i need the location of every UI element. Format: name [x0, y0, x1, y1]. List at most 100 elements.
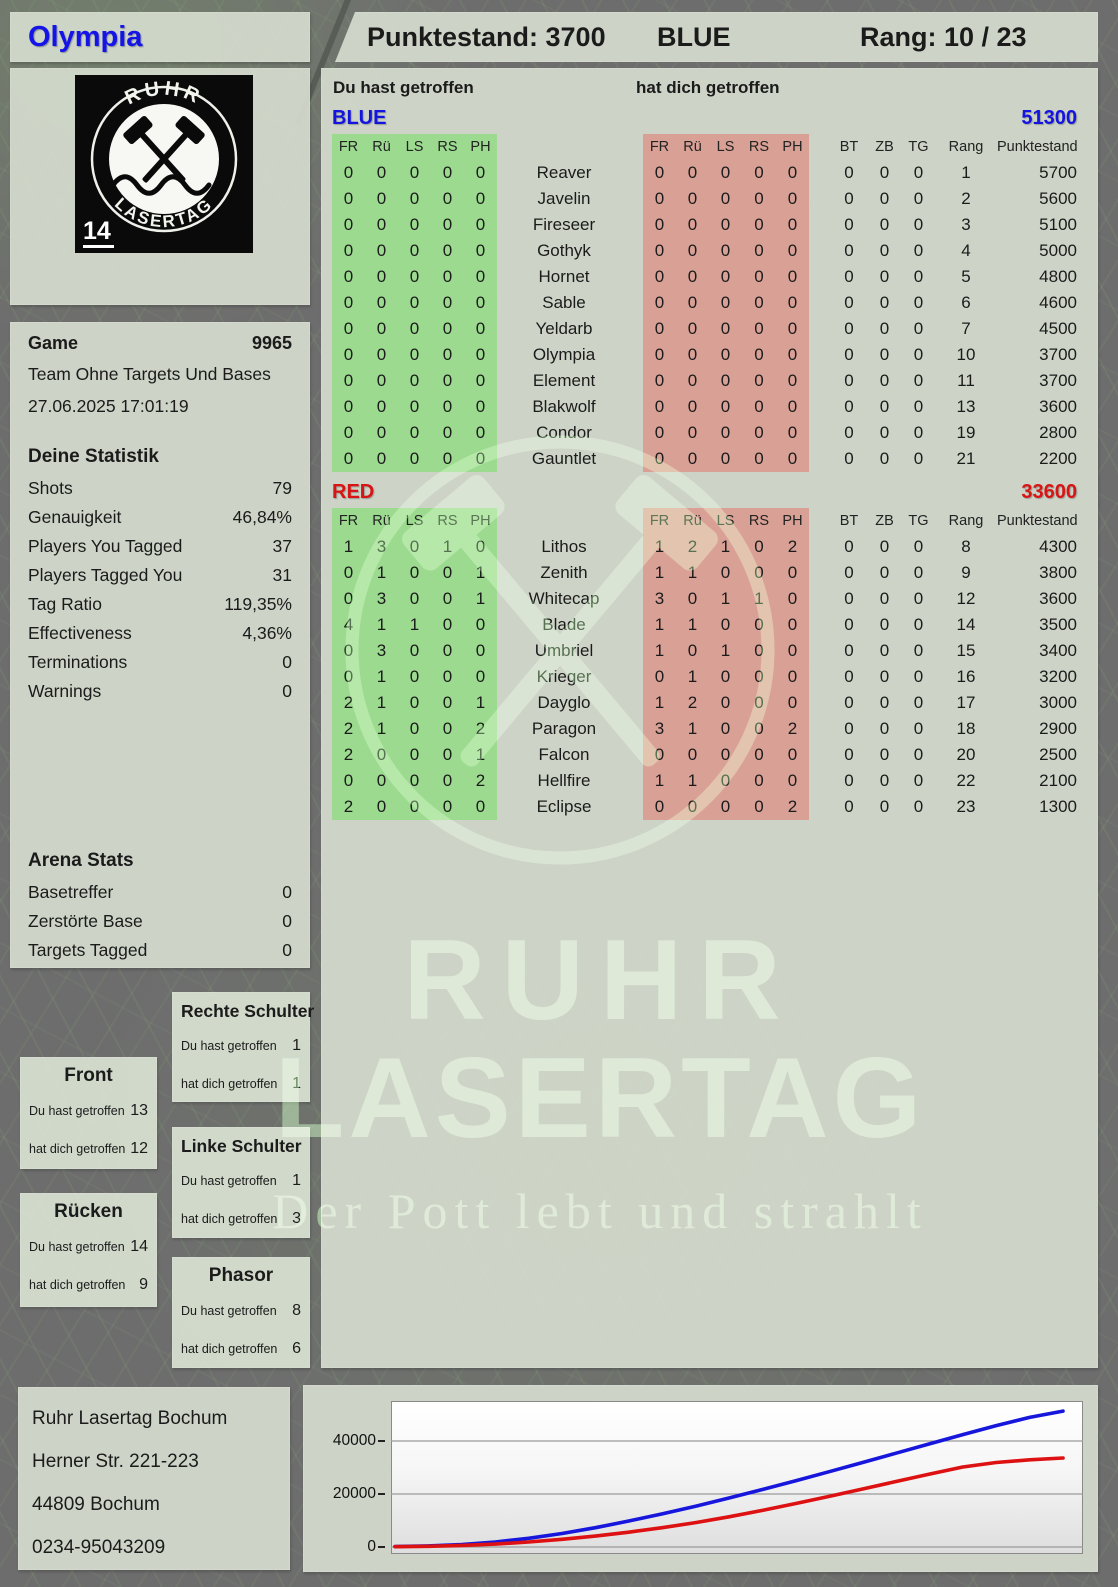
stat-cell: 0 — [844, 641, 854, 660]
stat-value: 0 — [282, 681, 292, 701]
spacer — [631, 560, 643, 586]
stat-label: Warnings — [28, 681, 102, 701]
you-hit-cell: 1 — [332, 534, 365, 560]
points-cell: 4600 — [1039, 293, 1077, 312]
you-hit-cell: 0 — [332, 394, 365, 420]
stat-cell: 0 — [879, 241, 890, 260]
stat-cell: 0 — [879, 319, 890, 338]
you-hit-cell: 0 — [398, 534, 431, 560]
you-hit-cell: 0 — [431, 186, 464, 212]
col-header: FR — [643, 134, 676, 160]
you-hit-cell: 0 — [398, 342, 431, 368]
spacer — [631, 420, 643, 446]
stat-cell: 0 — [879, 537, 890, 556]
you-hit-cell: 0 — [365, 420, 398, 446]
stat-cell: 0 — [844, 771, 854, 790]
spacer — [809, 160, 831, 186]
player-name: Blade — [542, 615, 586, 634]
hit-you-cell: 0 — [742, 420, 776, 446]
player-name: Element — [532, 371, 596, 390]
stat-value: 0 — [282, 882, 292, 902]
hit-you-cell: 0 — [643, 212, 676, 238]
stat-cell: 0 — [879, 397, 890, 416]
stat-cell: 8 — [961, 537, 971, 556]
you-hit-cell: 0 — [365, 238, 398, 264]
you-hit-cell: 0 — [431, 368, 464, 394]
game-info-panel: Game 9965 Team Ohne Targets Und Bases 27… — [10, 322, 310, 968]
you-hit-cell: 0 — [431, 716, 464, 742]
bodypart-title: Phasor — [208, 1265, 274, 1286]
series-line-red — [393, 1456, 1065, 1549]
you-hit-cell: 1 — [365, 612, 398, 638]
you-hit-cell: 1 — [398, 612, 431, 638]
you-hit-cell: 0 — [332, 368, 365, 394]
stat-value: 79 — [272, 478, 292, 498]
stat-value: 37 — [272, 536, 292, 556]
hit-you-cell: 0 — [742, 186, 776, 212]
player-name: Sable — [542, 293, 586, 312]
hit-you-cell: 0 — [643, 290, 676, 316]
stat-cell: 0 — [879, 345, 890, 364]
stat-cell: 3 — [961, 215, 971, 234]
address-line: Ruhr Lasertag Bochum — [32, 1408, 228, 1429]
pack-number-badge: 14 — [83, 218, 114, 248]
player-name: Whitecap — [528, 589, 600, 608]
address-panel: Ruhr Lasertag Bochum Herner Str. 221-223… — [18, 1387, 290, 1570]
you-hit-cell: 0 — [431, 638, 464, 664]
spacer — [809, 534, 831, 560]
you-hit-cell: 0 — [464, 316, 497, 342]
hit-you-cell: 0 — [776, 238, 809, 264]
hit-you-label: hat dich getroffen — [181, 1342, 278, 1356]
hit-you-cell: 0 — [742, 446, 776, 472]
team-total: 33600 — [1021, 480, 1077, 503]
club-logo: RUHR LASERTAG 14 — [75, 75, 253, 253]
bodypart-title: Linke Schulter — [181, 1136, 302, 1156]
hit-you-cell: 1 — [643, 690, 676, 716]
points-cell: 2200 — [1039, 449, 1077, 468]
stat-cell: 19 — [956, 423, 976, 442]
stat-label: Genauigkeit — [28, 507, 122, 527]
you-hit-label: Du hast getroffen — [181, 1039, 277, 1053]
you-hit-cell: 1 — [464, 560, 497, 586]
stat-cell: 0 — [913, 241, 924, 260]
logo-panel: RUHR LASERTAG 14 — [10, 68, 310, 305]
hit-you-cell: 0 — [676, 290, 709, 316]
points-cell: 3700 — [1039, 345, 1077, 364]
address-line: Herner Str. 221-223 — [32, 1451, 199, 1472]
you-hit-cell: 0 — [431, 664, 464, 690]
y-axis-tick-0: 0 — [305, 1537, 385, 1557]
points-cell: 3800 — [1039, 563, 1077, 582]
player-name: Gauntlet — [531, 449, 597, 468]
col-header: FR — [643, 508, 676, 534]
spacer — [809, 186, 831, 212]
stat-cell: 18 — [956, 719, 976, 738]
player-name-panel: Olympia — [10, 12, 310, 62]
you-hit-cell: 0 — [332, 212, 365, 238]
col-header: ZB — [875, 139, 894, 155]
score-progress-chart — [391, 1401, 1083, 1561]
you-hit-cell: 0 — [464, 664, 497, 690]
stat-label: Effectiveness — [28, 623, 132, 643]
col-header: Rü — [676, 508, 709, 534]
hit-you-cell: 0 — [709, 316, 742, 342]
hit-you-cell: 1 — [643, 560, 676, 586]
col-header: RS — [742, 508, 776, 534]
stat-cell: 13 — [956, 397, 976, 416]
you-hit-cell: 2 — [332, 742, 365, 768]
spacer — [631, 368, 643, 394]
stat-value: 31 — [272, 565, 292, 585]
hit-you-cell: 0 — [776, 586, 809, 612]
hit-you-cell: 0 — [776, 690, 809, 716]
stat-cell: 15 — [956, 641, 976, 660]
stat-cell: 0 — [844, 693, 854, 712]
col-header: LS — [709, 134, 742, 160]
spacer — [809, 716, 831, 742]
stat-cell: 0 — [844, 319, 854, 338]
col-header: TG — [908, 513, 929, 529]
spacer — [631, 342, 643, 368]
stat-cell: 0 — [844, 345, 854, 364]
you-hit-cell: 0 — [365, 368, 398, 394]
points-cell: 3000 — [1039, 693, 1077, 712]
bodypart-box-rechte-schulter: Rechte Schulter Du hast getroffen 1 hat d… — [172, 992, 314, 1102]
you-hit-value: 1 — [292, 1037, 301, 1054]
